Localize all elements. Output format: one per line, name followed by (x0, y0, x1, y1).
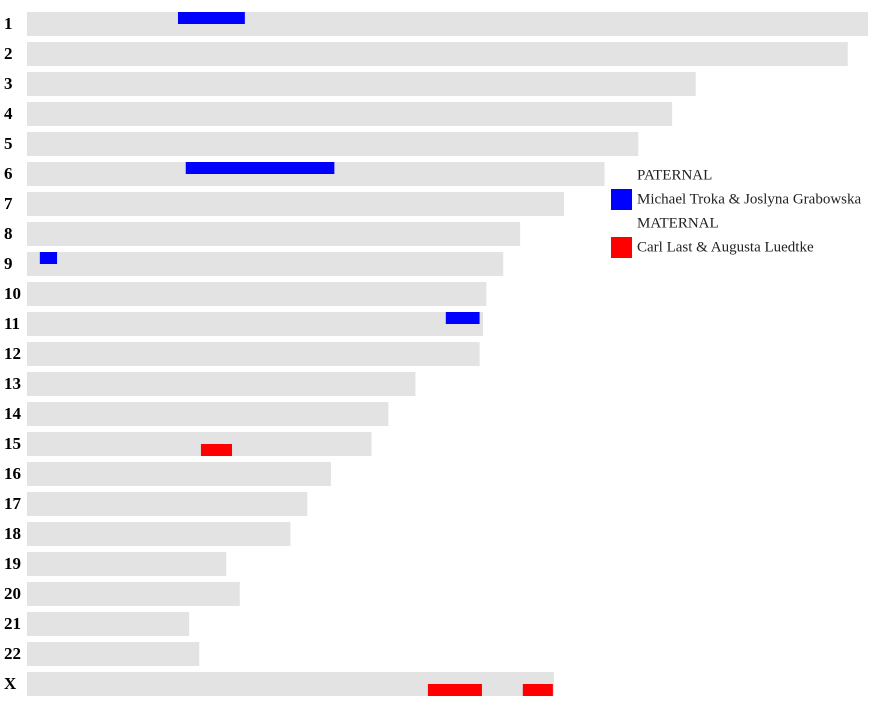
chromosome-bar (27, 342, 480, 366)
chromosome-label: 22 (4, 644, 21, 663)
chromosome-bar (27, 312, 483, 336)
legend-heading: PATERNAL (637, 167, 712, 183)
chromosome-label: 6 (4, 164, 13, 183)
chromosome-bar (27, 372, 416, 396)
chromosome-bar (27, 222, 521, 246)
paternal-segment (39, 252, 58, 264)
chromosome-bar (27, 432, 372, 456)
chromosome-label: 13 (4, 374, 21, 393)
chromosome-bar (27, 402, 389, 426)
chromosome-label: 18 (4, 524, 21, 543)
chromosome-label: 2 (4, 44, 13, 63)
legend-heading: MATERNAL (637, 215, 719, 231)
chromosome-label: 11 (4, 314, 20, 333)
legend-swatch (611, 189, 632, 210)
legend-entry: Michael Troka & Joslyna Grabowska (637, 191, 861, 207)
chromosome-label: X (4, 674, 17, 693)
chromosome-label: 19 (4, 554, 21, 573)
paternal-segment (177, 12, 245, 24)
maternal-segment (522, 684, 553, 696)
chromosome-bar (27, 12, 868, 36)
chromosome-label: 16 (4, 464, 21, 483)
chromosome-label: 21 (4, 614, 21, 633)
chromosome-label: 15 (4, 434, 21, 453)
paternal-segment (445, 312, 480, 324)
maternal-segment (200, 444, 233, 456)
chromosome-label: 7 (4, 194, 13, 213)
chromosome-bar (27, 282, 487, 306)
chromosome-bar (27, 552, 227, 576)
chromosome-label: 10 (4, 284, 21, 303)
chromosome-bar (27, 582, 240, 606)
chromosome-bar (27, 642, 200, 666)
chromosome-bar (27, 462, 331, 486)
chromosome-label: 17 (4, 494, 22, 513)
chromosome-bar (27, 72, 696, 96)
chromosome-label: 1 (4, 14, 13, 33)
chromosome-label: 5 (4, 134, 13, 153)
chromosome-bar (27, 252, 504, 276)
chromosome-label: 8 (4, 224, 13, 243)
maternal-segment (427, 684, 482, 696)
legend-swatch (611, 237, 632, 258)
chromosome-bar (27, 522, 291, 546)
chromosome-bar (27, 492, 308, 516)
chromosome-label: 3 (4, 74, 13, 93)
chromosome-bar (27, 612, 190, 636)
chromosome-label: 20 (4, 584, 21, 603)
chromosome-bar (27, 132, 639, 156)
chromosome-label: 14 (4, 404, 22, 423)
paternal-segment (185, 162, 335, 174)
chromosome-bar (27, 102, 673, 126)
legend-entry: Carl Last & Augusta Luedtke (637, 239, 814, 255)
chromosome-bar (27, 42, 848, 66)
chromosome-label: 12 (4, 344, 21, 363)
chromosome-label: 9 (4, 254, 13, 273)
chromosome-bar (27, 192, 565, 216)
chromosome-label: 4 (4, 104, 13, 123)
